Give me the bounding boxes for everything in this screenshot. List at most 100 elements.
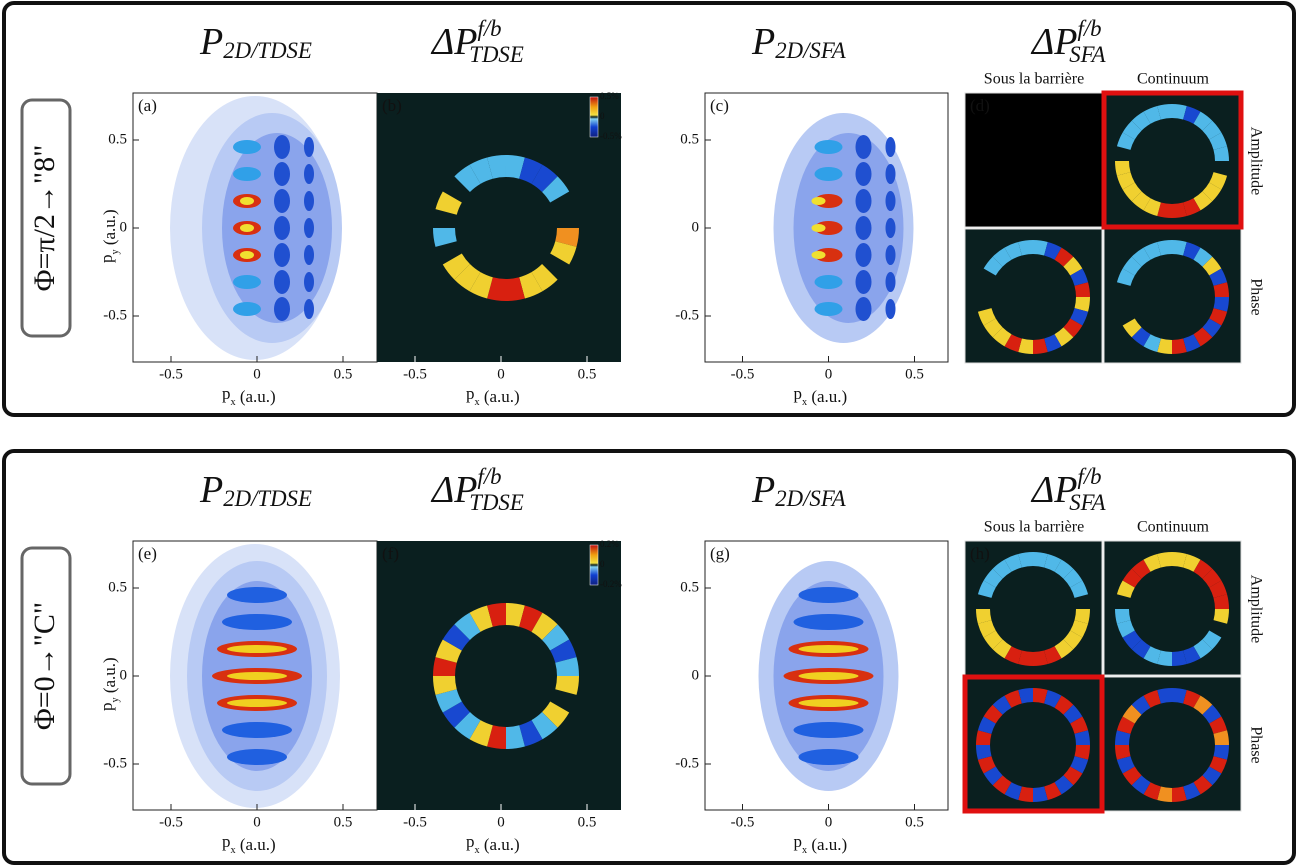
column-title-sup: f/b [478,16,502,41]
x-axis-label: px (a.u.) [794,384,848,408]
x-axis-label: px (a.u.) [466,384,520,408]
y-tick-label: -0.5 [675,307,699,323]
ring-segment [1193,191,1213,211]
ring-segment [1116,268,1135,287]
ring-segment [1202,120,1222,140]
x-axis-label-unit: (a.u.) [807,835,847,854]
ring-segment [1213,744,1230,760]
row-label: Φ=π/2→"8" [28,145,61,292]
spectrum-fringe-core [811,251,826,259]
ring-segment [442,701,471,728]
x-axis-label-sub: x [802,845,807,856]
y-axis-label-main: p [97,255,116,264]
ring-segment [1063,630,1083,650]
ring-segment [487,725,507,749]
ring-segment [1043,689,1062,708]
column-title-main: P [199,469,223,511]
spectrum-fringe [793,614,864,630]
spectrum-fringe [233,140,261,154]
ring-segment [505,725,525,749]
ring-segment [1193,695,1213,715]
ring-segment [1213,146,1230,162]
sub-column-label: Continuum [1137,519,1210,536]
column-title: ΔPf/b TDSE [430,464,524,515]
ring-segment [1054,695,1074,715]
ring-segment [1063,318,1083,338]
ring-segment [1131,695,1151,715]
panel-label: (f) [382,544,399,563]
ring-segment [1143,782,1162,801]
plot-panel [377,541,621,810]
spectrum-fringe-core [798,672,859,680]
spectrum-fringe [227,749,287,765]
ring-segment [1171,240,1187,256]
ring-segment [1043,334,1062,353]
ring-segment [1032,240,1048,256]
ring-segment [1032,338,1048,354]
spectrum-fringe [304,218,314,238]
column-title-sub: TDSE [469,490,524,515]
ring-segment [1143,241,1162,260]
y-tick-label: 0 [692,667,700,683]
ring-segment [442,253,471,280]
ring-segment [531,164,558,193]
spectrum-fringe-core [240,251,254,259]
sub-panel [964,92,1103,228]
plot-panel [377,93,621,362]
ring-segment [555,657,579,677]
spectrum-fringe [855,270,872,294]
ring-segment [454,711,481,740]
ring-segment [1004,241,1023,260]
ring-segment [1202,704,1222,724]
ring-segment [983,568,1003,588]
highlight-box [1101,90,1244,230]
ring-segment [1171,202,1187,218]
x-axis-label-unit: (a.u.) [236,835,276,854]
panel-bg [377,93,621,362]
ring-segment [1074,282,1091,298]
spectrum-fringe [885,272,896,292]
ring-segment [487,277,507,301]
ring-segment [1122,182,1142,202]
ring-segment [1018,688,1034,704]
x-tick-label: 0 [497,366,505,382]
colorbar-label: 0 [600,111,605,121]
ring-segment [1209,580,1228,599]
ring-segment [541,624,570,651]
ring-segment [1070,268,1089,287]
column-title-main: P [751,469,775,511]
spectrum-fringe-core [798,699,859,707]
column-title-main: ΔP [1030,469,1078,511]
ring-segment [435,688,462,713]
ring-segment [1004,553,1023,572]
ring-segment [1116,171,1135,190]
spectrum-fringe [798,587,859,603]
ring-segment [1004,646,1023,665]
x-tick-label: -0.5 [403,814,427,830]
ring-segment [518,157,543,184]
ring-segment [555,675,579,695]
ring-segment [1074,296,1091,312]
x-axis-label-unit: (a.u.) [236,387,276,406]
ring-segment [505,603,525,627]
y-tick-label: 0.5 [680,131,699,147]
spectrum-fringe [274,270,290,294]
ring-segment [1131,559,1151,579]
ring-segment [977,580,996,599]
ring-segment [433,657,457,677]
y-axis-label: py (a.u.) [97,209,121,263]
ring-segment [977,755,996,774]
ring-segment [1063,704,1083,724]
y-axis-label-sub: y [110,697,121,703]
x-tick-label: 0.5 [905,814,924,830]
spectrum-fringe [304,137,314,157]
spectrum-fringe [233,275,261,289]
ring-segment [1122,704,1142,724]
ring-segment [1070,580,1089,599]
ring-segment [433,227,457,247]
y-tick-label: 0 [692,219,700,235]
spectrum-fringe [304,191,314,211]
ring-segment [1157,786,1173,802]
ring-segment [518,605,543,632]
ring-segment [1182,241,1201,260]
